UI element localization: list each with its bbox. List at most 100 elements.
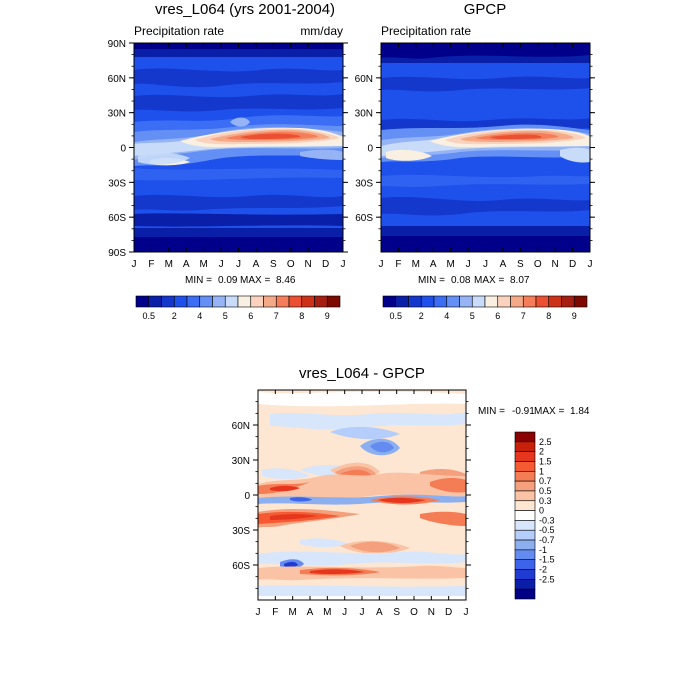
colorbar-swatch xyxy=(250,295,264,308)
panel-obs-title: GPCP xyxy=(464,1,507,18)
colorbar-swatch xyxy=(561,295,575,308)
colorbar-swatch xyxy=(522,295,537,308)
colorbar-swatch xyxy=(395,295,409,308)
y-tick-label: 60S xyxy=(232,561,250,572)
colorbar-swatch xyxy=(237,295,252,308)
panel-obs-min-value: 0.08 xyxy=(451,275,471,286)
colorbar-swatch xyxy=(484,295,499,308)
panel-model: vres_L064 (yrs 2001-2004) Precipitation … xyxy=(108,1,348,321)
colorbar-label: 8 xyxy=(299,311,304,321)
colorbar-swatch xyxy=(514,520,536,531)
x-tick-label: N xyxy=(428,607,435,618)
colorbar-swatch xyxy=(514,588,536,600)
colorbar-label: 1.5 xyxy=(539,456,552,466)
x-tick-label: S xyxy=(393,607,400,618)
colorbar-swatch xyxy=(433,295,448,308)
colorbar-swatch xyxy=(314,295,328,308)
x-tick-label: O xyxy=(534,259,542,270)
x-tick-label: A xyxy=(430,259,437,270)
colorbar-label: 2 xyxy=(539,447,544,457)
colorbar-label: -2.5 xyxy=(539,574,555,584)
colorbar-swatch xyxy=(420,295,435,308)
colorbar-swatch xyxy=(301,295,315,308)
y-tick-label: 30S xyxy=(108,178,126,189)
x-tick-label: M xyxy=(165,259,173,270)
panel-diff: vres_L064 - GPCP xyxy=(232,365,590,618)
colorbar-swatch xyxy=(471,295,486,308)
x-tick-label: J xyxy=(219,259,224,270)
y-tick-label: 90N xyxy=(108,39,126,50)
colorbar-swatch xyxy=(514,451,536,462)
y-tick-label: 0 xyxy=(120,144,126,155)
panel-model-title: vres_L064 (yrs 2001-2004) xyxy=(155,1,335,18)
colorbar-swatch xyxy=(326,295,341,308)
x-tick-label: J xyxy=(341,259,346,270)
colorbar-label: 8 xyxy=(546,311,551,321)
x-tick-label: J xyxy=(464,607,469,618)
x-tick-label: M xyxy=(323,607,331,618)
colorbar-swatch xyxy=(535,295,550,308)
x-tick-label: M xyxy=(199,259,207,270)
colorbar-swatch xyxy=(514,480,536,492)
panel-diff-min-value: -0.91 xyxy=(512,406,535,417)
panel-obs-subtitle: Precipitation rate xyxy=(381,24,471,38)
colorbar-swatch xyxy=(514,579,536,590)
x-tick-label: N xyxy=(552,259,559,270)
x-tick-label: J xyxy=(379,259,384,270)
x-tick-label: F xyxy=(395,259,401,270)
colorbar-swatch xyxy=(514,490,536,502)
colorbar-label: -0.3 xyxy=(539,515,555,525)
x-tick-label: S xyxy=(517,259,524,270)
y-tick-label: 30S xyxy=(232,526,250,537)
panel-obs-colorbar: 0.5 2 4 5 6 7 8 9 xyxy=(382,295,588,321)
colorbar-label: 7 xyxy=(274,311,279,321)
x-tick-label: M xyxy=(412,259,420,270)
colorbar-swatch xyxy=(288,295,303,308)
panel-obs: GPCP Precipitation rate J F M A M J J A S O N D J60N… xyxy=(355,1,595,321)
x-tick-label: J xyxy=(236,259,241,270)
colorbar-swatch xyxy=(275,295,290,308)
colorbar-swatch xyxy=(514,461,536,472)
panel-model-subtitle: Precipitation rate xyxy=(134,24,224,38)
panel-model-units: mm/day xyxy=(300,24,343,38)
y-tick-label: 30N xyxy=(232,456,250,467)
panel-diff-colorbar: 2.521.510.70.50.30-0.3-0.5-0.7-1-1.5-2-2… xyxy=(514,431,555,600)
colorbar-swatch xyxy=(382,295,397,308)
colorbar-label: 2 xyxy=(419,311,424,321)
y-tick-label: 60S xyxy=(355,213,373,224)
colorbar-swatch xyxy=(514,559,536,570)
x-tick-label: F xyxy=(272,607,278,618)
panel-diff-max-label: MAX = xyxy=(534,406,564,417)
colorbar-swatch xyxy=(514,470,536,482)
colorbar-label: 0.5 xyxy=(539,486,552,496)
x-tick-label: D xyxy=(445,607,452,618)
x-tick-label: M xyxy=(446,259,454,270)
panel-model-max-label: MAX = xyxy=(240,275,270,286)
y-tick-label: 60N xyxy=(108,74,126,85)
panel-obs-min-label: MIN = xyxy=(418,275,445,286)
x-tick-label: A xyxy=(307,607,314,618)
x-tick-label: O xyxy=(410,607,418,618)
y-tick-label: 90S xyxy=(108,248,126,259)
y-tick-label: 0 xyxy=(244,491,250,502)
colorbar-swatch xyxy=(263,295,277,308)
x-tick-label: O xyxy=(287,259,295,270)
panel-model-colorbar: 0.5 2 4 5 6 7 8 9 xyxy=(135,295,341,321)
colorbar-swatch xyxy=(212,295,226,308)
panel-obs-field xyxy=(381,43,590,252)
y-tick-label: 60N xyxy=(355,74,373,85)
colorbar-swatch xyxy=(548,295,562,308)
y-tick-label: 60N xyxy=(232,421,250,432)
colorbar-label: 4 xyxy=(197,311,202,321)
x-tick-label: D xyxy=(322,259,329,270)
x-tick-label: A xyxy=(253,259,260,270)
colorbar-swatch xyxy=(497,295,511,308)
colorbar-swatch xyxy=(148,295,162,308)
x-tick-label: A xyxy=(183,259,190,270)
colorbar-swatch xyxy=(514,569,536,580)
x-tick-label: D xyxy=(569,259,576,270)
colorbar-label: 5 xyxy=(470,311,475,321)
